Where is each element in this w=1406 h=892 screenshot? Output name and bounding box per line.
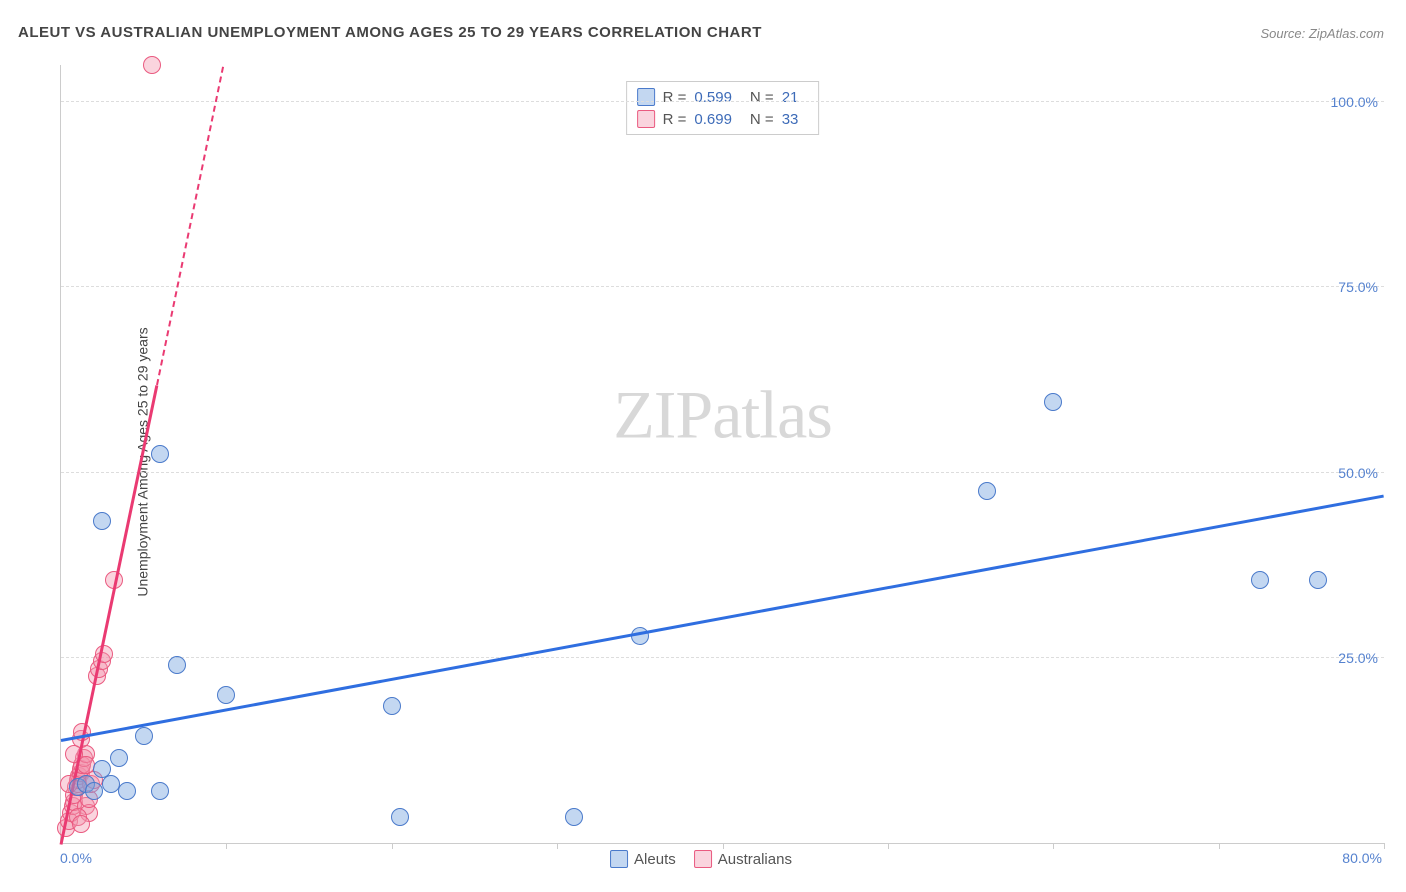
scatter-point xyxy=(93,512,111,530)
r-label: R = xyxy=(663,89,687,106)
scatter-point xyxy=(978,482,996,500)
x-tick xyxy=(888,843,889,849)
scatter-point xyxy=(168,656,186,674)
scatter-point xyxy=(1251,571,1269,589)
x-tick xyxy=(392,843,393,849)
scatter-point xyxy=(151,782,169,800)
y-tick-label: 75.0% xyxy=(1338,279,1378,295)
gridline xyxy=(61,286,1384,287)
gridline xyxy=(61,657,1384,658)
x-axis-max-label: 80.0% xyxy=(1342,850,1382,866)
scatter-point xyxy=(143,56,161,74)
scatter-point xyxy=(102,775,120,793)
swatch-pink-icon xyxy=(694,850,712,868)
x-axis-min-label: 0.0% xyxy=(60,850,92,866)
scatter-point xyxy=(151,445,169,463)
x-tick xyxy=(1219,843,1220,849)
x-tick xyxy=(1053,843,1054,849)
scatter-point xyxy=(110,749,128,767)
trend-line xyxy=(61,495,1385,742)
scatter-point xyxy=(1309,571,1327,589)
scatter-point xyxy=(72,815,90,833)
trend-line-dashed xyxy=(156,66,224,385)
scatter-point xyxy=(217,686,235,704)
scatter-point xyxy=(391,808,409,826)
swatch-blue-icon xyxy=(637,88,655,106)
gridline xyxy=(61,101,1384,102)
y-tick-label: 100.0% xyxy=(1331,94,1378,110)
stats-row-australians: R = 0.699 N = 33 xyxy=(637,108,809,130)
chart-title: ALEUT VS AUSTRALIAN UNEMPLOYMENT AMONG A… xyxy=(18,24,762,41)
x-tick xyxy=(226,843,227,849)
source-attribution: Source: ZipAtlas.com xyxy=(1260,26,1384,41)
swatch-pink-icon xyxy=(637,110,655,128)
australians-r-value: 0.699 xyxy=(694,111,732,128)
n-label: N = xyxy=(750,89,774,106)
n-label: N = xyxy=(750,111,774,128)
aleuts-n-value: 21 xyxy=(782,89,799,106)
watermark-text-b: atlas xyxy=(712,377,832,453)
scatter-point xyxy=(383,697,401,715)
y-tick-label: 50.0% xyxy=(1338,465,1378,481)
y-tick-label: 25.0% xyxy=(1338,650,1378,666)
chart-container: Unemployment Among Ages 25 to 29 years Z… xyxy=(18,50,1384,874)
australians-n-value: 33 xyxy=(782,111,799,128)
legend-label-aleuts: Aleuts xyxy=(634,851,676,868)
x-tick xyxy=(557,843,558,849)
legend-label-australians: Australians xyxy=(718,851,792,868)
bottom-legend: Aleuts Australians xyxy=(610,850,792,868)
stats-row-aleuts: R = 0.599 N = 21 xyxy=(637,86,809,108)
legend-item-australians: Australians xyxy=(694,850,792,868)
watermark-text-a: ZIP xyxy=(613,377,712,453)
scatter-point xyxy=(118,782,136,800)
scatter-point xyxy=(85,782,103,800)
watermark: ZIPatlas xyxy=(613,376,832,455)
aleuts-r-value: 0.599 xyxy=(694,89,732,106)
x-tick xyxy=(723,843,724,849)
swatch-blue-icon xyxy=(610,850,628,868)
scatter-point xyxy=(135,727,153,745)
x-tick xyxy=(1384,843,1385,849)
scatter-point xyxy=(1044,393,1062,411)
plot-area: ZIPatlas R = 0.599 N = 21 R = 0.699 N = … xyxy=(60,65,1384,844)
legend-item-aleuts: Aleuts xyxy=(610,850,676,868)
stats-legend-box: R = 0.599 N = 21 R = 0.699 N = 33 xyxy=(626,81,820,135)
gridline xyxy=(61,472,1384,473)
scatter-point xyxy=(565,808,583,826)
r-label: R = xyxy=(663,111,687,128)
